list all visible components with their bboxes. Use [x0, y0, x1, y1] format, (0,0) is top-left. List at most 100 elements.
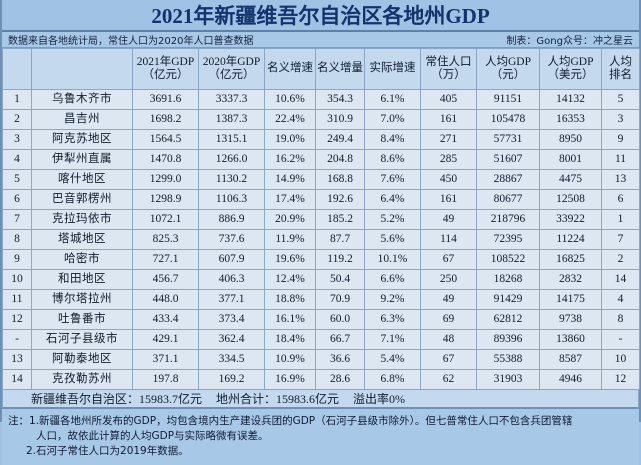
cell-value: 66.7: [315, 329, 365, 350]
cell-value: 6.1%: [364, 89, 421, 110]
cell-value: 19.6%: [264, 249, 316, 270]
column-header-0: [2, 48, 32, 90]
cell-value: 28867: [476, 169, 540, 190]
column-header-line1: 人均GDP: [547, 55, 594, 68]
cell-value: 9: [601, 129, 640, 150]
column-header-line1: 2021年GDP: [136, 55, 195, 68]
row-index: 1: [2, 89, 32, 110]
summary-province-total: 新疆维吾尔自治区：15983.7亿元: [31, 392, 203, 406]
column-header-5: 名义增量: [315, 48, 365, 90]
row-index: 13: [2, 349, 32, 370]
cell-value: 5: [601, 89, 640, 110]
cell-value: 7.0%: [364, 109, 421, 130]
cell-value: 6.4%: [364, 189, 421, 210]
cell-value: 1387.3: [198, 109, 265, 130]
cell-value: 1299.0: [132, 169, 199, 190]
column-header-line1: 人均: [609, 55, 632, 68]
column-header-10: 人均 排名: [601, 48, 640, 90]
cell-value: 7.6%: [364, 169, 421, 190]
cell-value: 727.1: [132, 249, 199, 270]
region-name: 昌吉州: [31, 109, 133, 130]
cell-value: 105478: [476, 109, 540, 130]
cell-value: 55388: [476, 349, 540, 370]
footnote-line-1-cont: 人口，故依此计算的人均GDP与实际略微有误差。: [36, 430, 269, 442]
table-row: 14 克孜勒苏州 197.8 169.2 16.9% 28.6 6.8% 62 31903 494…: [2, 369, 640, 390]
column-header-line1: 名义增速: [267, 62, 313, 75]
cell-value: 1564.5: [132, 129, 199, 150]
cell-value: 18.4%: [264, 329, 316, 350]
cell-value: 161: [420, 189, 477, 210]
cell-value: 48: [420, 329, 477, 350]
cell-value: 62: [420, 369, 477, 390]
cell-value: 8: [601, 309, 640, 330]
region-name: 吐鲁番市: [31, 309, 133, 330]
cell-value: 456.7: [132, 269, 199, 290]
table-row: 11 博尔塔拉州 448.0 377.1 18.8% 70.9 9.2% 49 91429 141…: [2, 289, 640, 310]
cell-value: 3: [601, 109, 640, 130]
cell-value: 14: [601, 269, 640, 290]
cell-value: 13: [601, 169, 640, 190]
cell-value: 161: [420, 109, 477, 130]
region-name: 塔城地区: [31, 229, 133, 250]
cell-value: 62812: [476, 309, 540, 330]
cell-value: 5.4%: [364, 349, 421, 370]
credit-bar: 数据来自各地统计局，常住人口为2020年人口普查数据 制表：Gong众号：冲之星…: [2, 32, 639, 48]
cell-value: 371.1: [132, 349, 199, 370]
cell-value: 87.7: [315, 229, 365, 250]
source-note: 数据来自各地统计局，常住人口为2020年人口普查数据: [8, 36, 254, 47]
gdp-table-container: 2021年GDP （亿元） 2020年GDP （亿元） 名义增速 名义增量 实际增速 常住人口…: [2, 48, 640, 390]
cell-value: 2: [601, 249, 640, 270]
row-index: 14: [2, 369, 32, 390]
cell-value: 7: [601, 229, 640, 250]
table-header-row: 2021年GDP （亿元） 2020年GDP （亿元） 名义增速 名义增量 实际增速 常住人口…: [2, 48, 640, 90]
cell-value: 5.6%: [364, 229, 421, 250]
column-header-line2: （万）: [431, 69, 466, 81]
region-name: 克拉玛依市: [31, 209, 133, 230]
cell-value: 8001: [539, 149, 602, 170]
region-name: 哈密市: [31, 249, 133, 270]
table-row: 12 吐鲁番市 433.4 373.4 16.1% 60.0 6.3% 69 62812 9738…: [2, 309, 640, 330]
cell-value: 31903: [476, 369, 540, 390]
cell-value: 49: [420, 289, 477, 310]
table-row: 9 哈密市 727.1 607.9 19.6% 119.2 10.1% 67 108522 168…: [2, 249, 640, 270]
table-row: 3 阿克苏地区 1564.5 1315.1 19.0% 249.4 8.4% 271 57731…: [2, 129, 640, 150]
cell-value: 51607: [476, 149, 540, 170]
cell-value: 2832: [539, 269, 602, 290]
cell-value: 450: [420, 169, 477, 190]
column-header-line2: （亿元）: [208, 69, 255, 81]
cell-value: 1698.2: [132, 109, 199, 130]
column-header-9: 人均GDP （美元）: [539, 48, 602, 90]
cell-value: 114: [420, 229, 477, 250]
cell-value: 91429: [476, 289, 540, 310]
cell-value: 11224: [539, 229, 602, 250]
cell-value: 4946: [539, 369, 602, 390]
cell-value: 218796: [476, 209, 540, 230]
cell-value: 18268: [476, 269, 540, 290]
cell-value: 4: [601, 289, 640, 310]
column-header-1: [31, 48, 133, 90]
cell-value: 16825: [539, 249, 602, 270]
cell-value: 8.4%: [364, 129, 421, 150]
cell-value: 310.9: [315, 109, 365, 130]
table-header: 2021年GDP （亿元） 2020年GDP （亿元） 名义增速 名义增量 实际增速 常住人口…: [2, 48, 640, 90]
region-name: 克孜勒苏州: [31, 369, 133, 390]
cell-value: 6.6%: [364, 269, 421, 290]
cell-value: 17.4%: [264, 189, 316, 210]
summary-row: 新疆维吾尔自治区：15983.7亿元 地州合计：15983.6亿元 溢出率0%: [2, 390, 639, 409]
cell-value: 1315.1: [198, 129, 265, 150]
page-title: 2021年新疆维吾尔自治区各地州GDP: [151, 4, 490, 28]
region-name: 和田地区: [31, 269, 133, 290]
region-name: 喀什地区: [31, 169, 133, 190]
cell-value: 13860: [539, 329, 602, 350]
cell-value: 49: [420, 209, 477, 230]
summary-overflow-rate: 溢出率0%: [353, 392, 406, 406]
cell-value: 405: [420, 89, 477, 110]
cell-value: 16.1%: [264, 309, 316, 330]
cell-value: 6.3%: [364, 309, 421, 330]
cell-value: 14.9%: [264, 169, 316, 190]
region-name: 巴音郭楞州: [31, 189, 133, 210]
cell-value: 16.9%: [264, 369, 316, 390]
row-index: 11: [2, 289, 32, 310]
cell-value: 185.2: [315, 209, 365, 230]
cell-value: 4475: [539, 169, 602, 190]
